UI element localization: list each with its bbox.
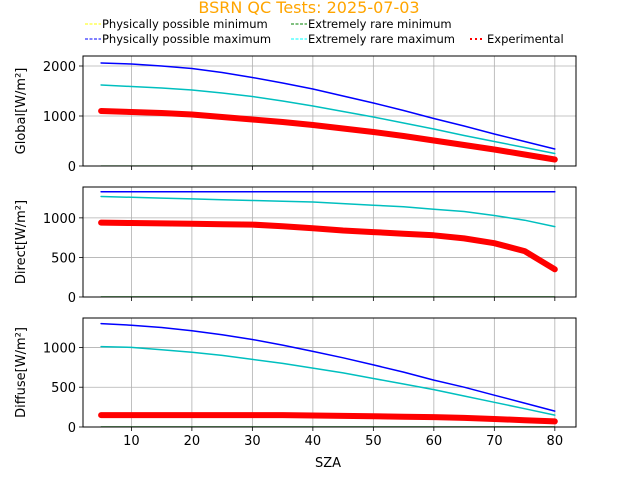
x-tick-label: 40 — [305, 434, 322, 449]
y-tick-label: 2000 — [43, 60, 76, 75]
y-tick-label: 1000 — [43, 341, 76, 356]
y-tick-label: 500 — [51, 251, 76, 266]
y-tick-label: 0 — [68, 421, 76, 436]
series-group — [98, 62, 558, 166]
series-group — [98, 190, 558, 297]
series-line-experimental — [98, 412, 558, 425]
series-line-extremely-rare-maximum — [100, 345, 556, 416]
panel-diffuse: 10 20 30 40 50 60 70 80 0 500 1000 Diffuse[W/m²] — [14, 317, 577, 449]
series-line-experimental — [98, 219, 558, 273]
legend-entry-phys-min: Physically possible minimum — [85, 17, 268, 31]
y-tick-label: 500 — [51, 381, 76, 396]
series-line-experimental — [98, 108, 558, 163]
axes-frame — [82, 186, 577, 298]
legend-label-phys-max: Physically possible maximum — [102, 32, 271, 46]
y-tick-label: 1000 — [43, 110, 76, 125]
series-line-physically-possible-maximum — [100, 62, 556, 150]
x-tick-label: 10 — [123, 434, 140, 449]
y-axis-label: Diffuse[W/m²] — [14, 327, 29, 418]
chart-title: BSRN QC Tests: 2025-07-03 — [198, 0, 419, 17]
legend-entry-rare-max: Extremely rare maximum — [291, 32, 455, 46]
legend-label-experimental: Experimental — [487, 32, 564, 46]
x-tick-label: 60 — [426, 434, 443, 449]
axes-frame — [82, 317, 577, 428]
y-axis-label: Direct[W/m²] — [14, 200, 29, 284]
legend-entry-rare-min: Extremely rare minimum — [291, 17, 452, 31]
y-tick-label: 1000 — [43, 212, 76, 227]
series-line-extremely-rare-maximum — [100, 84, 556, 155]
y-axis-label: Global[W/m²] — [14, 68, 29, 155]
x-axis-label: SZA — [315, 456, 341, 471]
series-line-physically-possible-maximum — [100, 322, 556, 412]
axes-frame — [82, 55, 577, 167]
legend-entry-experimental: Experimental — [470, 32, 564, 46]
legend-entry-phys-max: Physically possible maximum — [85, 32, 271, 46]
panel-global: 0 1000 2000 Global[W/m²] — [14, 55, 577, 175]
y-tick-label: 0 — [68, 160, 76, 175]
x-tick-label: 50 — [365, 434, 382, 449]
x-tick-label: 20 — [184, 434, 201, 449]
x-tick-label: 80 — [547, 434, 564, 449]
x-tick-label: 30 — [244, 434, 261, 449]
x-tick-label: 70 — [486, 434, 503, 449]
legend: Physically possible minimum Extremely ra… — [85, 17, 564, 46]
y-tick-label: 0 — [68, 291, 76, 306]
series-group — [98, 322, 558, 427]
legend-label-rare-max: Extremely rare maximum — [308, 32, 455, 46]
panel-direct: 0 500 1000 Direct[W/m²] — [14, 186, 577, 306]
series-line-extremely-rare-maximum — [100, 195, 556, 228]
legend-label-rare-min: Extremely rare minimum — [308, 17, 452, 31]
legend-label-phys-min: Physically possible minimum — [102, 17, 268, 31]
